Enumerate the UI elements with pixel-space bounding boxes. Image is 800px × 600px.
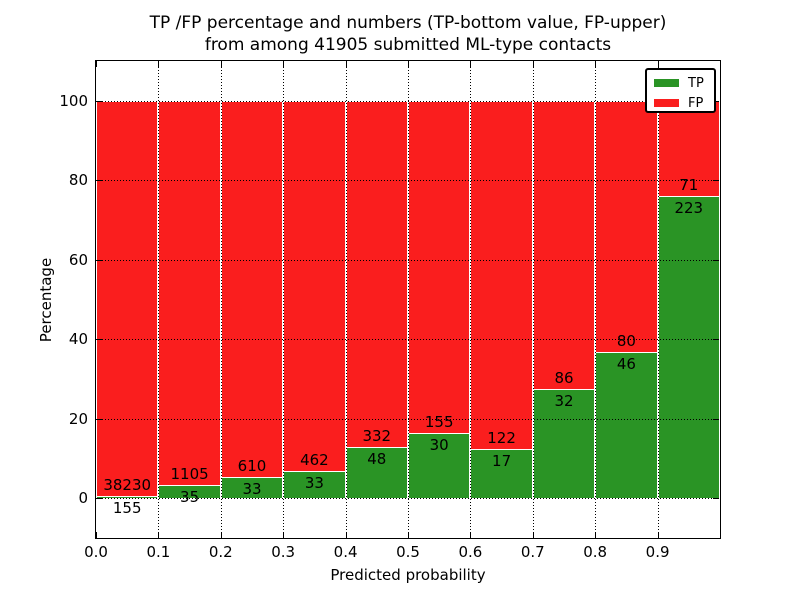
y-tick-label: 80 — [68, 171, 88, 190]
y-tick-right — [713, 180, 719, 182]
y-tick-label: 60 — [68, 250, 88, 269]
y-tick-label: 40 — [68, 330, 88, 349]
y-tick-right — [713, 339, 719, 341]
tp-count-label: 155 — [112, 498, 142, 517]
fp-count-label: 80 — [616, 332, 636, 351]
tp-bar-segment — [595, 353, 658, 499]
y-tick-left — [97, 259, 103, 261]
y-tick-right — [713, 498, 719, 500]
x-tick-bottom — [345, 532, 347, 538]
legend-row-fp: FP — [647, 93, 714, 113]
x-tick-top — [657, 61, 659, 67]
x-axis-label: Predicted probability — [330, 566, 486, 584]
tp-bar-segment — [532, 390, 596, 499]
fp-bar-segment — [532, 100, 596, 391]
y-tick-left — [97, 418, 103, 420]
x-tick-top — [283, 61, 285, 67]
x-tick-label: 0.9 — [645, 543, 670, 561]
x-tick-top — [595, 61, 597, 67]
y-tick-label: 20 — [68, 409, 88, 428]
x-tick-label: 0.8 — [583, 543, 608, 561]
chart-title-line1: TP /FP percentage and numbers (TP-bottom… — [149, 13, 667, 33]
x-tick-bottom — [532, 532, 534, 538]
tp-bar-segment — [657, 196, 720, 499]
tp-count-label: 30 — [429, 435, 449, 454]
tp-count-label: 32 — [554, 392, 574, 411]
x-tick-bottom — [220, 532, 222, 538]
tp-bar-segment — [345, 448, 408, 499]
x-tick-label: 0.2 — [208, 543, 233, 561]
fp-bar-segment — [283, 100, 346, 472]
fp-bar-segment — [158, 100, 221, 487]
x-tick-bottom — [470, 532, 472, 538]
y-tick-left — [97, 339, 103, 341]
fp-bar-segment — [595, 100, 658, 354]
fp-count-label: 86 — [554, 369, 574, 388]
y-tick-right — [713, 418, 719, 420]
x-tick-bottom — [595, 532, 597, 538]
x-tick-label: 0.6 — [458, 543, 483, 561]
x-tick-top — [345, 61, 347, 67]
x-tick-bottom — [657, 532, 659, 538]
fp-count-label: 1105 — [170, 465, 209, 484]
chart-title-line2: from among 41905 submitted ML-type conta… — [204, 35, 612, 55]
legend: TP FP — [645, 68, 716, 113]
fp-count-label: 462 — [300, 450, 329, 469]
x-tick-label: 0.1 — [146, 543, 171, 561]
fp-count-label: 332 — [362, 427, 392, 446]
legend-label-tp: TP — [688, 75, 704, 91]
x-tick-bottom — [283, 532, 285, 538]
tp-count-label: 48 — [367, 450, 387, 469]
fp-count-label: 38230 — [103, 475, 152, 494]
legend-row-tp: TP — [647, 73, 714, 93]
tp-bar-segment — [283, 471, 346, 499]
x-tick-bottom — [158, 532, 160, 538]
tp-count-label: 33 — [242, 479, 262, 498]
x-tick-top — [408, 61, 409, 67]
fp-count-label: 122 — [487, 428, 516, 447]
fp-bar-segment — [96, 100, 159, 497]
chart-title: TP /FP percentage and numbers (TP-bottom… — [96, 12, 720, 56]
fp-bar-segment — [220, 100, 284, 478]
y-tick-left — [97, 100, 103, 102]
x-tick-label: 0.4 — [333, 543, 358, 561]
x-tick-top — [532, 61, 534, 67]
tp-count-label: 223 — [674, 198, 704, 217]
x-tick-bottom — [96, 532, 97, 538]
x-tick-label: 0.3 — [271, 543, 296, 561]
tp-bar-segment — [96, 496, 159, 499]
tp-count-label: 46 — [616, 355, 636, 374]
x-tick-label: 0.7 — [520, 543, 545, 561]
fp-count-label: 71 — [679, 175, 699, 194]
fp-bar-segment — [345, 100, 408, 449]
tp-count-label: 35 — [180, 488, 200, 507]
fp-bar-segment — [408, 100, 471, 434]
x-tick-top — [96, 61, 97, 67]
fp-bar-segment — [470, 100, 533, 450]
y-tick-left — [97, 180, 103, 182]
y-tick-left — [97, 498, 103, 500]
x-tick-top — [220, 61, 222, 67]
x-tick-bottom — [408, 532, 409, 538]
y-tick-right — [713, 259, 719, 261]
x-tick-top — [470, 61, 472, 67]
legend-swatch-tp — [654, 79, 679, 87]
tp-count-label: 33 — [304, 473, 324, 492]
y-tick-label: 100 — [59, 91, 88, 110]
x-tick-top — [158, 61, 160, 67]
x-tick-label: 0.0 — [84, 543, 108, 561]
y-tick-label: 0 — [78, 489, 88, 508]
tp-bar-segment — [408, 433, 471, 499]
legend-label-fp: FP — [688, 95, 704, 111]
fp-count-label: 610 — [237, 456, 267, 475]
legend-swatch-fp — [654, 99, 679, 107]
fp-count-label: 155 — [424, 412, 454, 431]
tp-count-label: 17 — [492, 451, 512, 470]
x-tick-label: 0.5 — [396, 543, 420, 561]
